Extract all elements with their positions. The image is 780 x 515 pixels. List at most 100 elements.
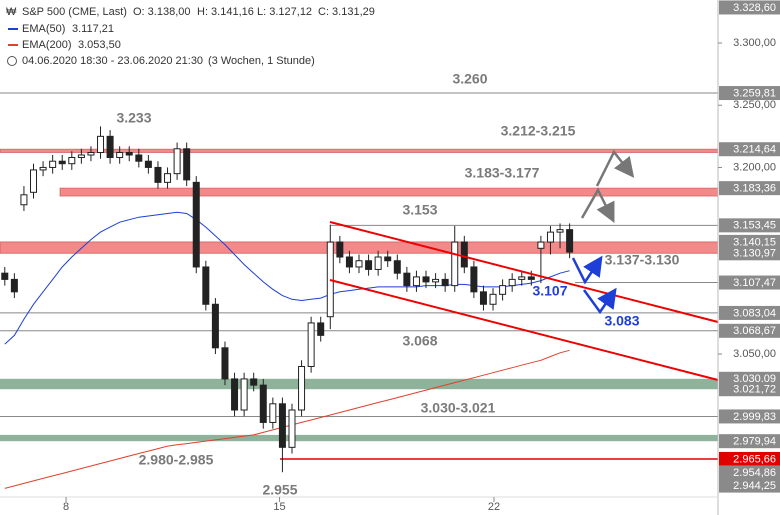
candle-body [278,403,286,448]
level-label: 3.214,64 [733,144,776,156]
logo: ₩ [6,6,17,18]
annotation: 2.980-2.985 [139,452,214,468]
drawings [329,149,719,381]
candle-body [97,135,105,154]
level-box [719,465,780,480]
candle-body [556,229,564,233]
zone [0,378,718,390]
y-tick-label: 3.300,00 [733,37,776,49]
candle-body [336,241,344,258]
annotation: 3.153 [402,202,437,218]
candle-body [173,148,181,175]
ohlc: O: 3.138,00 [133,6,191,18]
level-label: 3.153,45 [733,220,776,232]
candle-body [432,278,440,283]
candle-body [403,272,411,287]
level-label: 2.979,94 [733,436,776,448]
ema-line [4,349,570,489]
ohlc: C: 3.131,29 [318,6,375,18]
ohlc: H: 3.141,16 [197,6,254,18]
level-label: 3.183,36 [733,183,776,195]
candle-body [460,241,468,268]
level-box [719,478,780,493]
candle-body [288,409,296,448]
level-box [719,234,780,249]
candle-body [30,169,38,193]
annotation: 3.212-3.215 [501,123,576,139]
x-tick-label: 22 [488,501,500,513]
level-label: 3.021,72 [733,384,776,396]
level-box [719,86,780,101]
candle-body [527,276,535,280]
level-label: 2.999,83 [733,411,776,423]
arrow [595,149,635,187]
period-note: (3 Wochen, 1 Stunde) [208,55,315,67]
level-box [719,382,780,397]
candle-body [566,229,574,253]
candle-body [307,322,315,367]
period: 04.06.2020 18:30 - 23.06.2020 21:30 [22,55,203,67]
annotation: 3.233 [116,110,151,126]
annotation: 3.030-3.021 [421,400,496,416]
legend-value: 3.117,21 [72,23,114,35]
candle-body [470,266,478,293]
ohlc: L: 3.127,12 [257,6,312,18]
level-label: 2.944,25 [733,480,776,492]
candle-body [422,276,430,283]
level-label: 3.107,47 [733,277,776,289]
candle-body [499,285,507,295]
legend-label: EMA(200) [22,39,72,51]
candle-body [451,241,459,287]
zone [0,434,718,442]
y-tick-label: 3.250,00 [733,99,776,111]
candle-body [183,148,191,181]
candle-body [374,256,382,270]
header: ₩ S&P 500 (CME, Last) O: 3.138,00 H: 3.1… [0,0,400,68]
annotation: 3.260 [452,71,487,87]
candle-body [202,266,210,305]
candle-body [269,403,277,423]
candle-body [144,160,152,168]
header-bg [0,0,400,68]
level-label: 3.140,15 [733,236,776,248]
annotation: 3.183-3.177 [465,165,540,181]
channel-line [329,279,719,381]
arrow [580,187,615,223]
candle-body [68,156,76,165]
level-label: 3.130,97 [733,248,776,260]
level-box [719,451,780,466]
candle-body [192,181,200,268]
candle-body [479,291,487,305]
candle-body [49,160,57,168]
candle-body [39,166,47,171]
zone [59,187,719,197]
level-label: 3.328,60 [733,2,776,14]
level-label: 3.068,67 [733,325,776,337]
candle-body [537,241,545,249]
candle-body [1,272,9,280]
candle-body [250,378,258,386]
candle-body [154,166,162,183]
candle-body [298,365,306,411]
arrow [582,287,617,315]
candle-body [231,378,239,411]
level-label: 3.083,04 [733,307,776,319]
candle-body [345,256,353,268]
candle-body [77,154,85,158]
level-label: 3.030,09 [733,373,776,385]
level-box [719,323,780,338]
candle-body [125,152,133,156]
candle-body [365,260,373,270]
y-tick-label: 3.200,00 [733,161,776,173]
level-box [719,246,780,261]
level-box [719,434,780,449]
level-box [719,275,780,290]
x-tick-label: 15 [273,501,285,513]
candle-body [116,152,124,158]
candle-body [412,276,420,287]
annotation: 3.068 [402,333,437,349]
candle-body [259,384,267,423]
candle-body [221,347,229,380]
annotation: 3.083 [604,313,639,329]
level-label: 3.259,81 [733,87,776,99]
